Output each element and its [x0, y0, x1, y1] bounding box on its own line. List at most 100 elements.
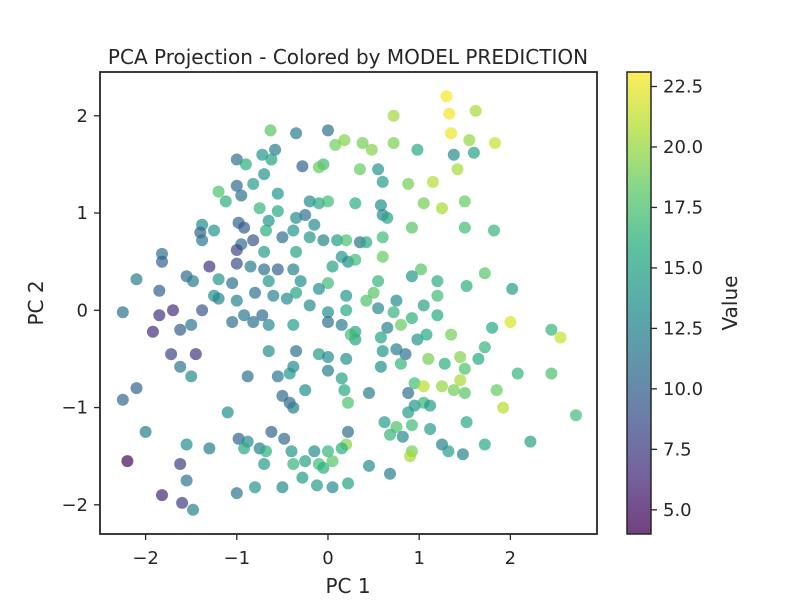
data-point [290, 345, 303, 358]
data-point [290, 245, 303, 258]
data-point [230, 153, 243, 166]
data-point [146, 325, 159, 338]
data-point [440, 90, 453, 103]
colorbar-tick-label: 5.0 [663, 500, 692, 521]
data-point [472, 352, 485, 365]
data-point [230, 294, 243, 307]
data-point [378, 416, 391, 429]
data-point [311, 479, 323, 492]
data-point [511, 367, 524, 380]
data-point [405, 221, 418, 234]
data-point [340, 352, 353, 365]
data-point [185, 318, 198, 331]
data-point [417, 380, 430, 393]
data-point [454, 374, 467, 387]
x-tick-label: −1 [224, 548, 251, 569]
data-point [322, 364, 334, 377]
data-point [219, 195, 232, 208]
data-point [196, 304, 209, 317]
data-point [230, 487, 243, 500]
data-point [478, 267, 491, 280]
data-point [506, 282, 519, 295]
data-point [467, 146, 480, 159]
data-point [153, 309, 166, 322]
data-point [299, 209, 312, 221]
data-point [230, 257, 243, 270]
data-point [238, 221, 251, 234]
colorbar-tick-label: 20.0 [663, 137, 703, 158]
plot-frame [99, 71, 598, 535]
data-point [443, 107, 456, 120]
data-point [402, 177, 415, 190]
data-point [405, 419, 418, 432]
data-point [167, 304, 179, 317]
data-point [456, 448, 469, 461]
colorbar-label: Value [718, 276, 742, 331]
data-point [322, 124, 334, 137]
y-axis-label: PC 2 [24, 280, 48, 325]
data-point [436, 202, 448, 215]
y-tick-label: 2 [77, 106, 88, 127]
data-point [265, 153, 278, 166]
data-points [116, 90, 582, 516]
data-point [396, 430, 409, 443]
data-point [258, 168, 271, 181]
data-point [442, 445, 455, 458]
data-point [372, 275, 385, 288]
data-point [130, 273, 143, 286]
data-point [176, 496, 189, 509]
data-point [312, 282, 325, 295]
data-point [238, 309, 251, 322]
data-point [447, 148, 460, 161]
data-point [249, 286, 261, 299]
data-point [344, 328, 357, 341]
data-point [488, 137, 501, 149]
data-point [554, 331, 567, 344]
data-point [402, 406, 415, 419]
data-point [504, 316, 517, 328]
y-tick-label: 0 [77, 300, 88, 321]
data-point [431, 289, 444, 302]
data-point [363, 459, 375, 472]
colorbar-tick-label: 7.5 [663, 439, 692, 460]
data-point [258, 245, 271, 258]
data-point [384, 428, 396, 441]
y-tick-label: −1 [61, 398, 88, 419]
data-point [287, 263, 300, 276]
data-point [426, 175, 439, 188]
data-point [230, 244, 243, 256]
data-point [460, 416, 473, 429]
data-point [342, 477, 354, 490]
data-point [356, 137, 369, 149]
data-point [402, 387, 415, 399]
data-point [283, 367, 296, 380]
data-point [180, 438, 193, 451]
data-point [424, 399, 437, 412]
data-point [478, 438, 491, 451]
data-point [335, 318, 348, 331]
data-point [212, 273, 225, 286]
data-point [376, 175, 389, 188]
data-point [340, 304, 353, 317]
data-point [454, 351, 467, 363]
data-point [312, 161, 325, 174]
data-point [271, 187, 284, 200]
data-point [458, 387, 471, 399]
colorbar-frame [626, 71, 652, 535]
data-point [196, 234, 209, 247]
colorbar-tick-label: 17.5 [663, 197, 703, 218]
data-point [303, 299, 316, 312]
data-point [180, 474, 193, 487]
data-point [436, 380, 448, 393]
data-point [545, 367, 558, 380]
data-point [405, 270, 418, 283]
data-point [394, 357, 407, 370]
data-point [262, 318, 275, 331]
data-point [260, 445, 272, 458]
data-point [408, 377, 421, 390]
data-point [267, 289, 280, 302]
data-point [264, 124, 277, 137]
data-point [445, 127, 458, 140]
data-point [249, 481, 261, 494]
